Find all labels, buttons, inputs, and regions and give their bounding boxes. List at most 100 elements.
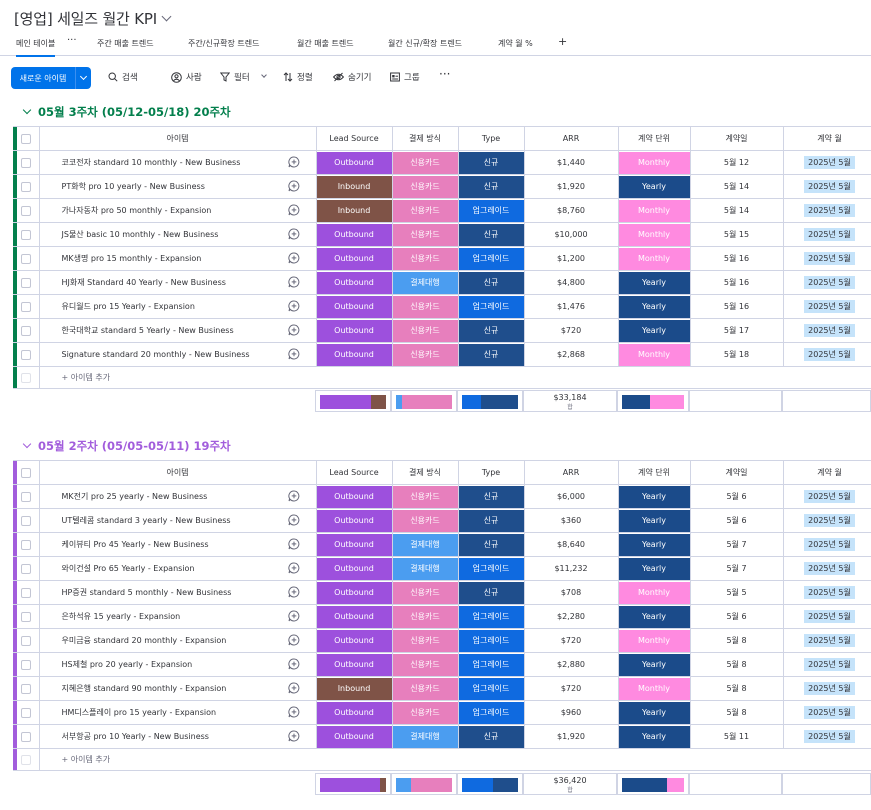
payment-status[interactable]: 신용카드: [393, 247, 457, 270]
column-header-item[interactable]: 아이템: [38, 460, 317, 485]
chevron-down-icon[interactable]: [260, 72, 267, 78]
lead-source-summary[interactable]: [315, 773, 391, 795]
contract-unit-status[interactable]: Yearly: [619, 533, 689, 556]
contract-date[interactable]: 5월 17: [689, 318, 784, 343]
row-checkbox[interactable]: [20, 515, 31, 526]
payment-status[interactable]: 신용카드: [393, 151, 457, 174]
payment-status[interactable]: 결제대행: [393, 557, 457, 580]
row-checkbox[interactable]: [20, 157, 31, 168]
payment-status[interactable]: 신용카드: [393, 701, 457, 724]
contract-unit-cell[interactable]: Yearly: [617, 556, 691, 581]
payment-cell[interactable]: 신용카드: [391, 150, 459, 175]
payment-cell[interactable]: 신용카드: [391, 222, 459, 247]
conversation-cell[interactable]: [272, 556, 317, 581]
contract-month-cell[interactable]: 2025년 5월: [782, 150, 871, 175]
payment-cell[interactable]: 신용카드: [391, 174, 459, 199]
item-name[interactable]: UT텔레콤 standard 3 yearly - New Business: [38, 508, 272, 533]
add-update-icon[interactable]: [288, 299, 300, 312]
contract-unit-cell[interactable]: Yearly: [617, 294, 691, 319]
contract-month-cell[interactable]: 2025년 5월: [782, 652, 871, 677]
conversation-cell[interactable]: [272, 724, 317, 749]
row-checkbox[interactable]: [20, 611, 31, 622]
contract-month-cell[interactable]: 2025년 5월: [782, 508, 871, 533]
contract-unit-status[interactable]: Monthly: [619, 199, 689, 222]
row-checkbox-cell[interactable]: [13, 556, 40, 581]
column-header-lead-source[interactable]: Lead Source: [315, 460, 393, 485]
type-cell[interactable]: 신규: [457, 318, 525, 343]
arr-value[interactable]: $10,000: [523, 222, 619, 247]
type-status[interactable]: 신규: [459, 151, 523, 174]
lead-source-status[interactable]: Outbound: [317, 725, 391, 748]
group-title[interactable]: 05월 2주차 (05/05-05/11) 19주차: [38, 439, 231, 453]
conversation-cell[interactable]: [272, 294, 317, 319]
contract-month-summary[interactable]: [782, 773, 871, 795]
lead-source-cell[interactable]: Outbound: [315, 222, 393, 247]
add-item-row[interactable]: + 아이템 추가: [13, 366, 871, 389]
type-status[interactable]: 신규: [459, 175, 523, 198]
payment-status[interactable]: 신용카드: [393, 509, 457, 532]
type-status[interactable]: 업그레이드: [459, 653, 523, 676]
contract-unit-cell[interactable]: Yearly: [617, 652, 691, 677]
contract-date[interactable]: 5월 7: [689, 532, 784, 557]
conversation-cell[interactable]: [272, 580, 317, 605]
row-checkbox[interactable]: [20, 301, 31, 312]
payment-cell[interactable]: 신용카드: [391, 484, 459, 509]
payment-cell[interactable]: 신용카드: [391, 580, 459, 605]
contract-month-cell[interactable]: 2025년 5월: [782, 246, 871, 271]
type-cell[interactable]: 신규: [457, 270, 525, 295]
item-name[interactable]: 우미금융 standard 20 monthly - Expansion: [38, 628, 272, 653]
item-name[interactable]: 한국대학교 standard 5 Yearly - New Business: [38, 318, 272, 343]
add-update-icon[interactable]: [288, 705, 300, 718]
contract-unit-status[interactable]: Yearly: [619, 295, 689, 318]
type-status[interactable]: 신규: [459, 509, 523, 532]
arr-value[interactable]: $1,440: [523, 150, 619, 175]
item-name[interactable]: HP증권 standard 5 monthly - New Business: [38, 580, 272, 605]
type-cell[interactable]: 업그레이드: [457, 700, 525, 725]
contract-unit-status[interactable]: Monthly: [619, 223, 689, 246]
lead-source-cell[interactable]: Outbound: [315, 294, 393, 319]
contract-month-cell[interactable]: 2025년 5월: [782, 198, 871, 223]
person-filter-button[interactable]: 사람: [171, 71, 202, 83]
type-status[interactable]: 업그레이드: [459, 247, 523, 270]
payment-status[interactable]: 신용카드: [393, 605, 457, 628]
column-header-type[interactable]: Type: [457, 460, 525, 485]
contract-unit-cell[interactable]: Monthly: [617, 628, 691, 653]
item-name[interactable]: HJ화재 Standard 40 Yearly - New Business: [38, 270, 272, 295]
contract-unit-status[interactable]: Yearly: [619, 701, 689, 724]
tab-monthly-new-expansion[interactable]: 월간 신규/확장 트렌드: [388, 39, 463, 48]
row-checkbox-cell[interactable]: [13, 700, 40, 725]
lead-source-status[interactable]: Inbound: [317, 199, 391, 222]
select-all-cell[interactable]: [13, 126, 40, 151]
table-row[interactable]: 지혜은행 standard 90 monthly - Expansion Inbo…: [13, 676, 871, 701]
column-header-contract-date[interactable]: 계약일: [689, 126, 784, 151]
row-checkbox-cell[interactable]: [13, 198, 40, 223]
contract-date[interactable]: 5월 6: [689, 508, 784, 533]
lead-source-cell[interactable]: Outbound: [315, 652, 393, 677]
contract-month-cell[interactable]: 2025년 5월: [782, 270, 871, 295]
lead-source-cell[interactable]: Outbound: [315, 628, 393, 653]
contract-month-cell[interactable]: 2025년 5월: [782, 484, 871, 509]
add-update-icon[interactable]: [288, 729, 300, 742]
arr-value[interactable]: $2,280: [523, 604, 619, 629]
payment-cell[interactable]: 결제대행: [391, 270, 459, 295]
column-header-contract-month[interactable]: 계약 월: [782, 126, 871, 151]
lead-source-cell[interactable]: Outbound: [315, 532, 393, 557]
payment-cell[interactable]: 결제대행: [391, 724, 459, 749]
row-checkbox[interactable]: [20, 253, 31, 264]
type-status[interactable]: 신규: [459, 725, 523, 748]
column-header-contract-unit[interactable]: 계약 단위: [617, 460, 691, 485]
add-update-icon[interactable]: [288, 681, 300, 694]
lead-source-cell[interactable]: Outbound: [315, 484, 393, 509]
tab-main-table[interactable]: 메인 테이블: [16, 38, 56, 57]
row-checkbox-cell[interactable]: [13, 294, 40, 319]
payment-summary[interactable]: [391, 773, 457, 795]
arr-value[interactable]: $8,640: [523, 532, 619, 557]
conversation-cell[interactable]: [272, 270, 317, 295]
add-update-icon[interactable]: [288, 489, 300, 502]
row-checkbox[interactable]: [20, 277, 31, 288]
row-checkbox[interactable]: [20, 659, 31, 670]
item-name[interactable]: 가나자동차 pro 50 monthly - Expansion: [38, 198, 272, 223]
add-update-icon[interactable]: [288, 227, 300, 240]
payment-cell[interactable]: 신용카드: [391, 508, 459, 533]
table-row[interactable]: 케이뷰티 Pro 45 Yearly - New Business Outboun…: [13, 532, 871, 557]
